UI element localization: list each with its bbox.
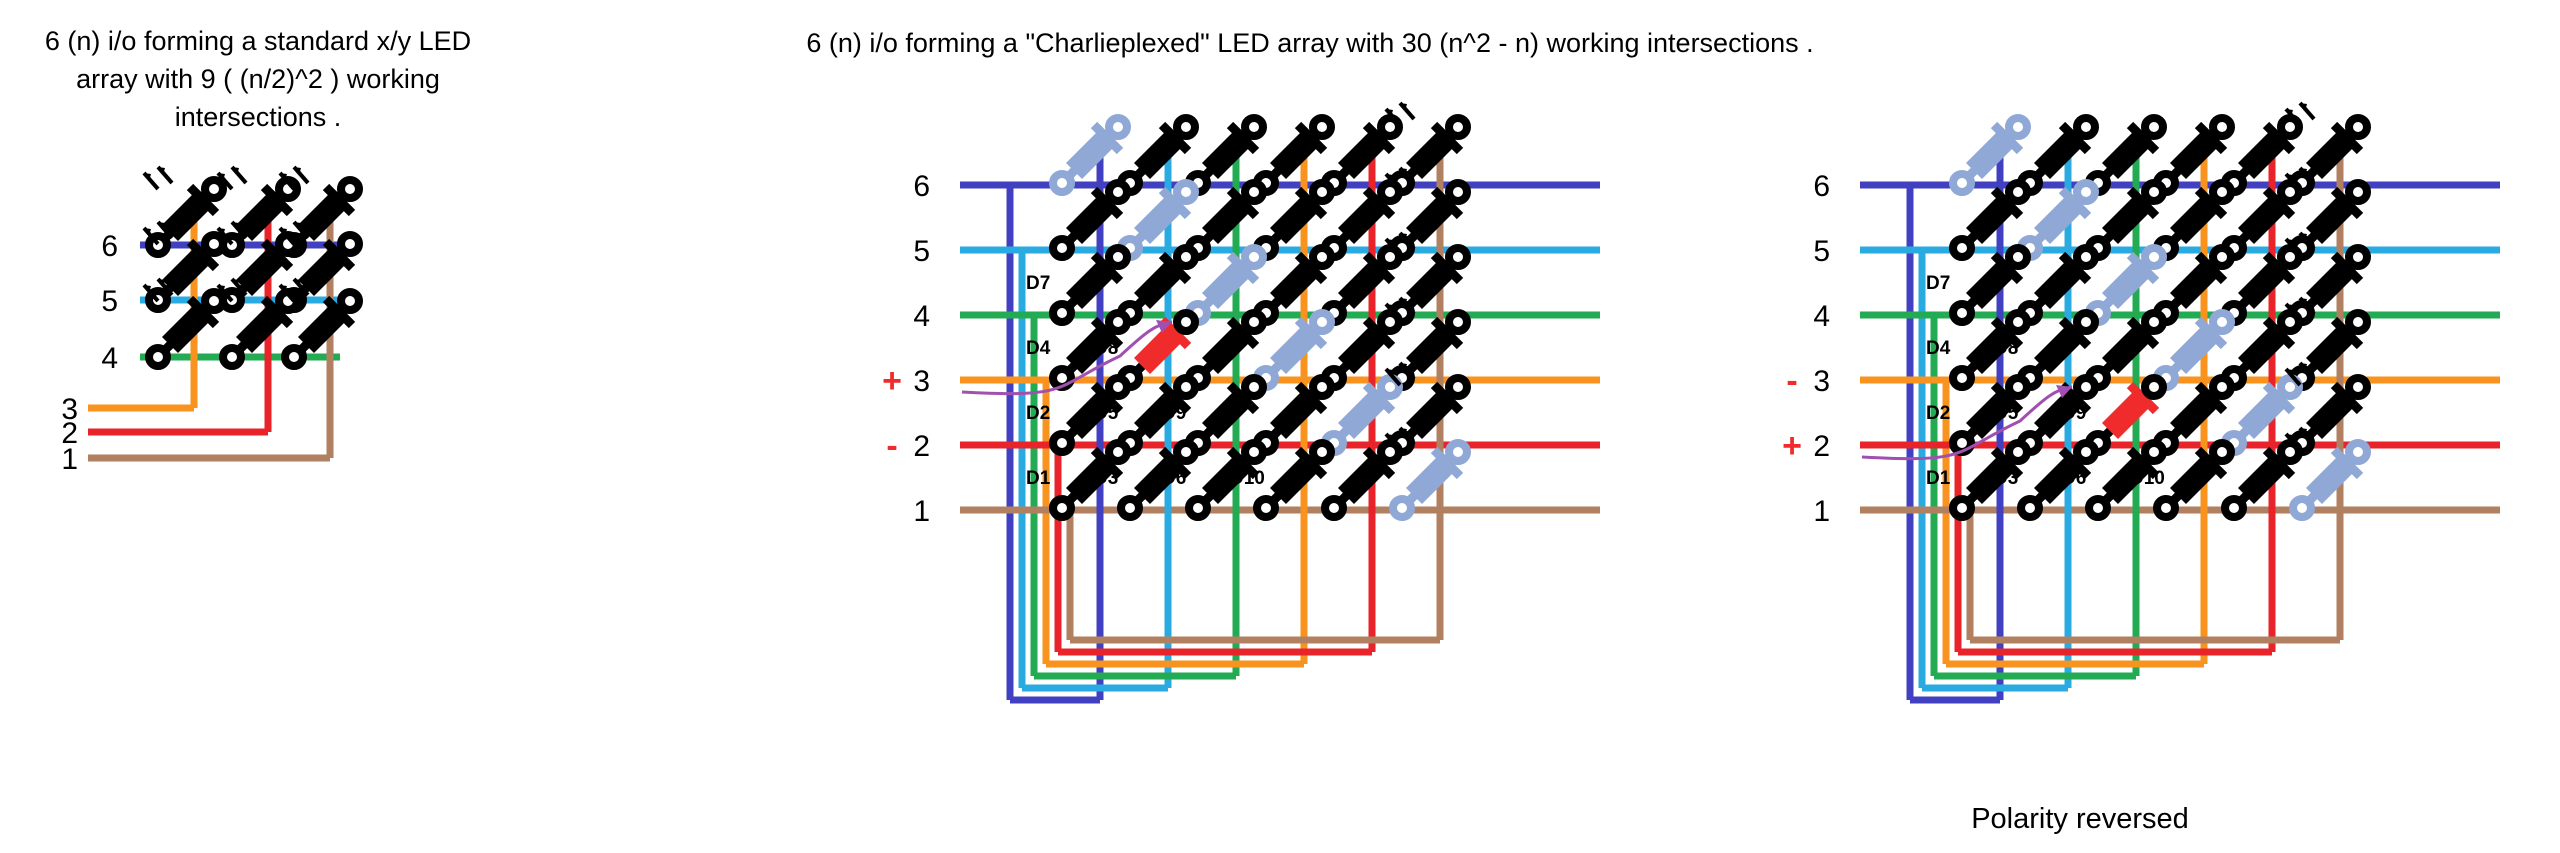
right-diode-label-D6: D6 — [2062, 468, 2086, 489]
left-panel-caption: 6 (n) i/o forming a standard x/y LED arr… — [44, 26, 472, 132]
middle-row-label-4: 4 — [913, 300, 930, 333]
left-row-label-4: 4 — [101, 342, 118, 375]
middle-current-path-arrowhead-icon — [1156, 320, 1172, 333]
right-diode-label-D8: D8 — [1994, 338, 2018, 359]
right-row-label-1: 1 — [1813, 495, 1830, 528]
middle-diode-label-D5: D5 — [1094, 403, 1119, 424]
right-row-label-2: 2 — [1813, 430, 1830, 463]
left-col-label-2: 2 — [61, 417, 78, 450]
middle-diode-label-D2: D2 — [1026, 403, 1050, 424]
left-row-label-6: 6 — [101, 230, 118, 263]
left-col-label-1: 1 — [61, 443, 78, 476]
right-diode-label-D1: D1 — [1926, 468, 1951, 489]
right-diode-label-D7: D7 — [1926, 273, 1950, 294]
middle-polarity-sign-2: - — [886, 427, 897, 465]
right-grid-region — [1800, 130, 2500, 830]
middle-current-path-annotation — [961, 320, 1173, 396]
right-diode-label-D4: D4 — [1926, 338, 1951, 359]
middle-diode-label-D4: D4 — [1026, 338, 1051, 359]
left-grid-region — [140, 300, 560, 760]
right-row-label-5: 5 — [1813, 235, 1830, 268]
right-row-label-3: 3 — [1813, 365, 1830, 398]
right-diode-label-D2: D2 — [1926, 403, 1950, 424]
right-row-label-4: 4 — [1813, 300, 1830, 333]
middle-row-label-2: 2 — [913, 430, 930, 463]
led-light-rays-icon — [142, 165, 174, 191]
middle-polarity-sign-3: + — [882, 362, 902, 400]
middle-row-label-5: 5 — [913, 235, 930, 268]
right-current-path-arrowhead-icon — [2056, 385, 2072, 398]
right-diode-label-D10: D10 — [2130, 468, 2165, 489]
left-col-label-3: 3 — [61, 393, 78, 426]
middle-panel-caption: 6 (n) i/o forming a "Charlieplexed" LED … — [806, 28, 1814, 58]
middle-row-label-6: 6 — [913, 170, 930, 203]
middle-diode-label-D6: D6 — [1162, 468, 1186, 489]
middle-diode-label-D10: D10 — [1230, 468, 1265, 489]
right-row-label-6: 6 — [1813, 170, 1830, 203]
middle-diode-label-D1: D1 — [1026, 468, 1051, 489]
right-diode-label-D9: D9 — [2062, 403, 2086, 424]
right-current-path-annotation — [1861, 385, 2073, 461]
right-polarity-sign-3: - — [1786, 362, 1797, 400]
middle-diode-label-D8: D8 — [1094, 338, 1118, 359]
right-polarity-sign-2: + — [1782, 427, 1802, 465]
middle-diode-label-D9: D9 — [1162, 403, 1186, 424]
middle-row-label-1: 1 — [913, 495, 930, 528]
right-diode-label-D5: D5 — [1994, 403, 2019, 424]
middle-row-label-3: 3 — [913, 365, 930, 398]
middle-diode-label-D3: D3 — [1094, 468, 1118, 489]
right-diode-label-D3: D3 — [1994, 468, 2018, 489]
middle-diode-label-D7: D7 — [1026, 273, 1050, 294]
middle-grid-region — [900, 130, 1600, 830]
left-row-label-5: 5 — [101, 285, 118, 318]
polarity-reversed-caption: Polarity reversed — [1971, 803, 2189, 835]
